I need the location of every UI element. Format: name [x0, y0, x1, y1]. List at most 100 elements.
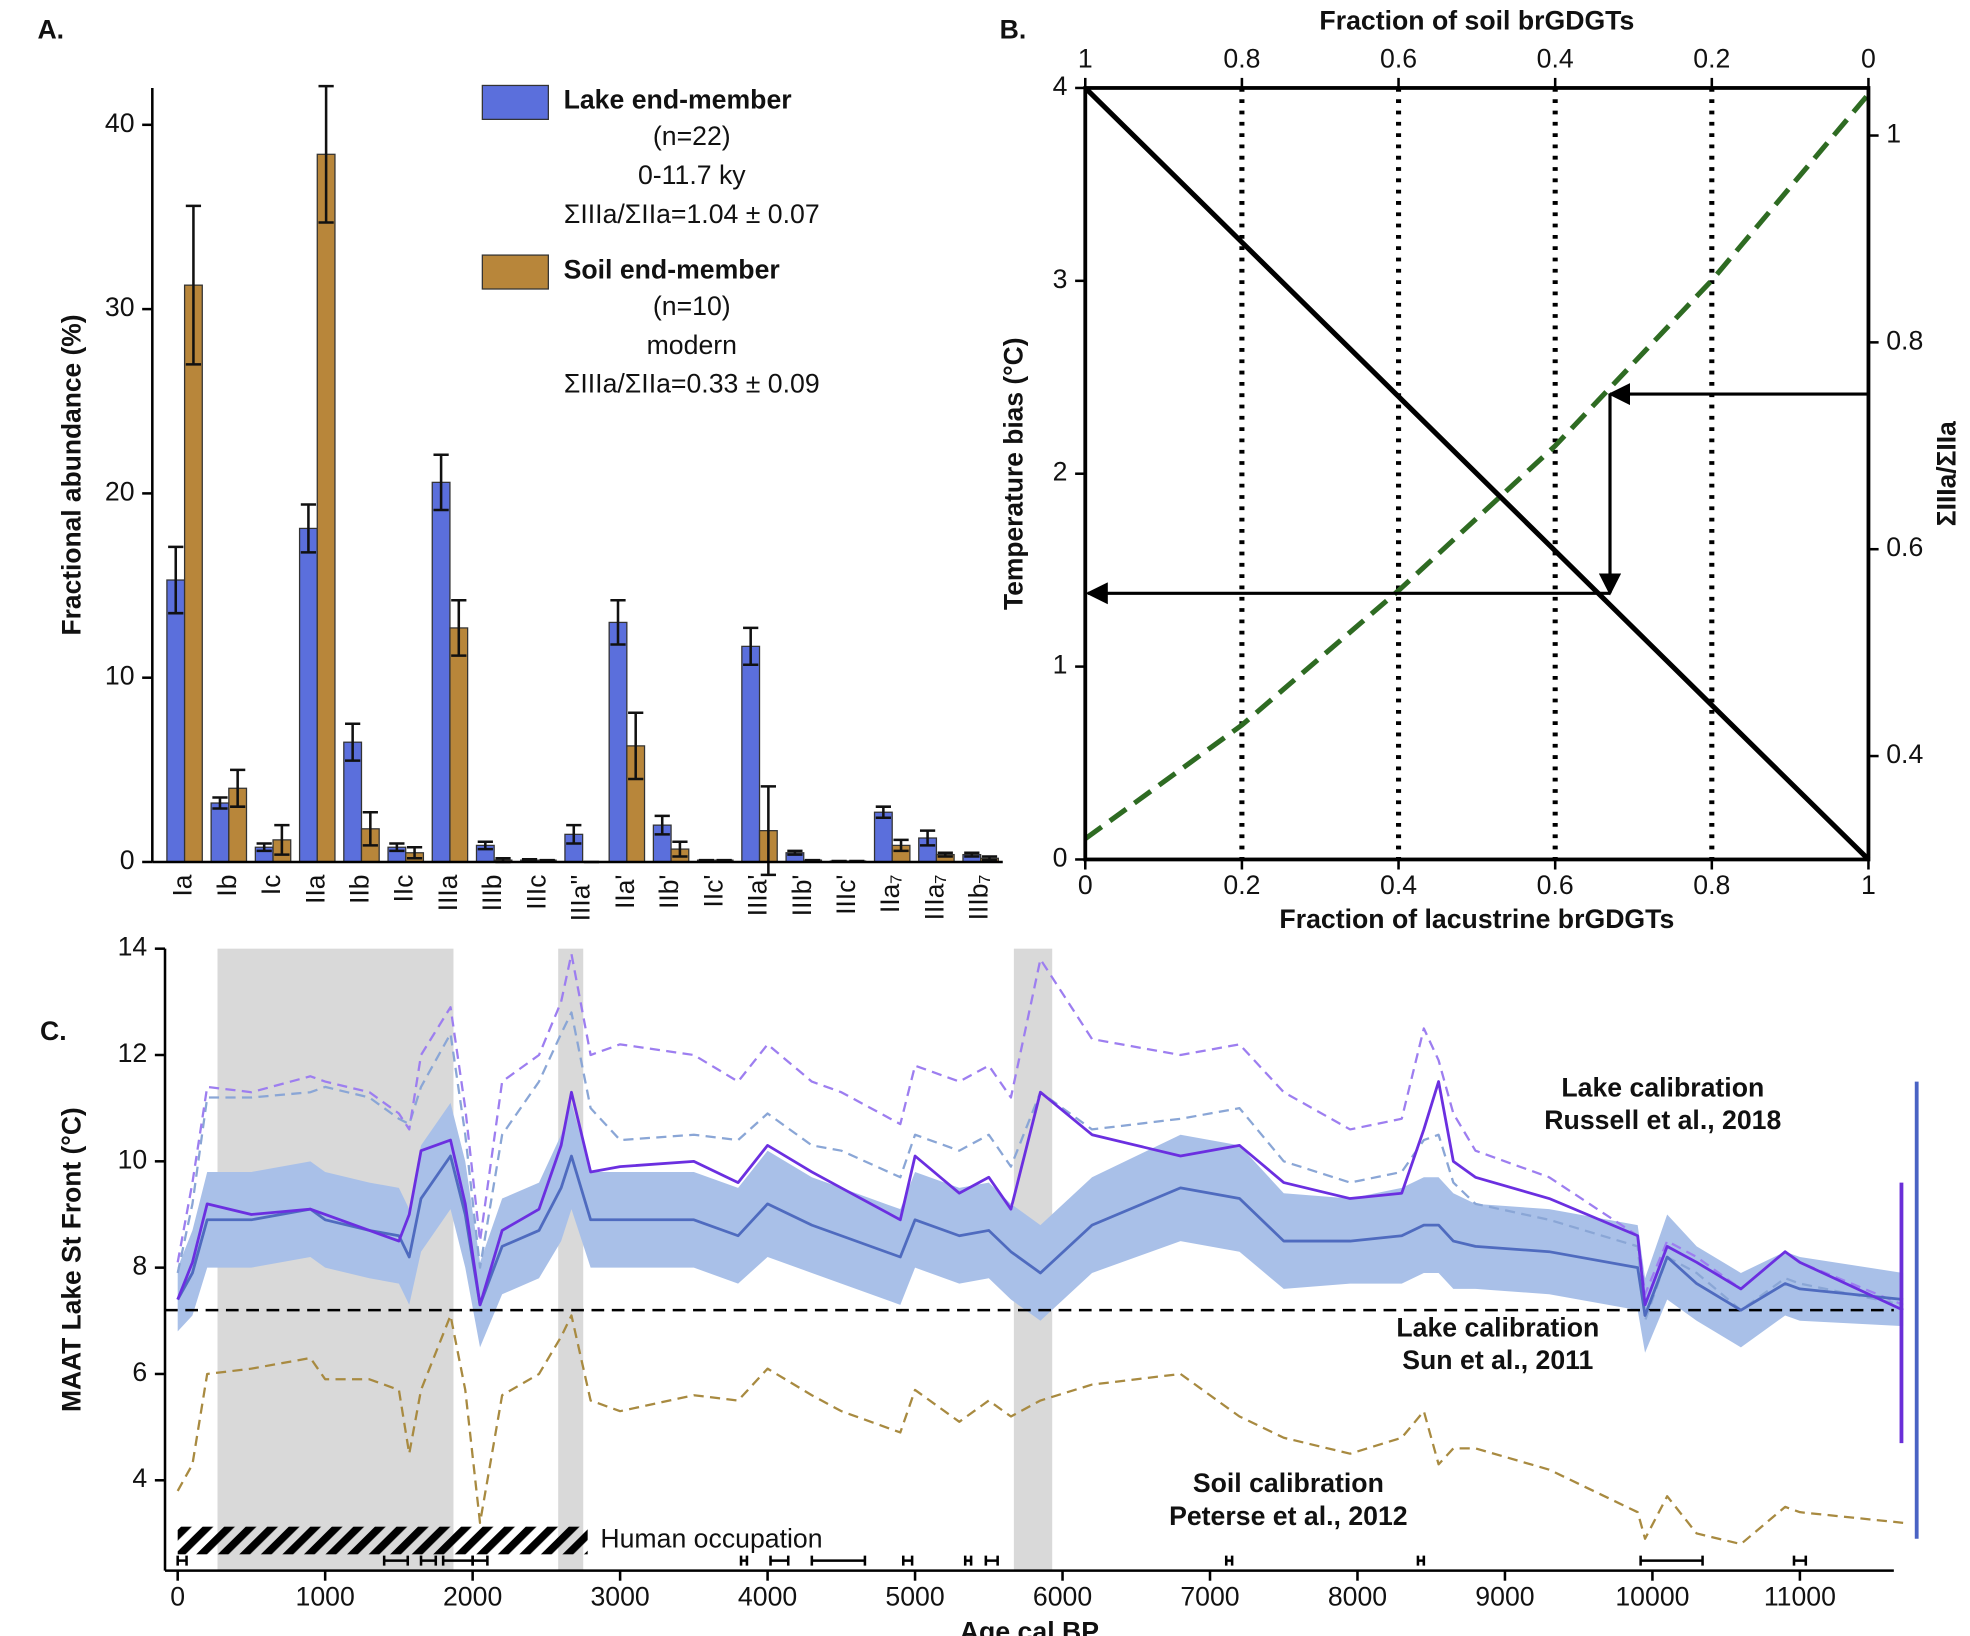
error-bar	[787, 849, 803, 856]
x-tick-label: IIa₇	[875, 875, 905, 913]
y-tick-label: 1	[1053, 650, 1068, 680]
error-bar	[654, 814, 670, 836]
x-tick-label: 7000	[1180, 1581, 1239, 1611]
x-tick-label: 6000	[1033, 1581, 1092, 1611]
x-tick-label: IIIa'	[742, 875, 772, 917]
x2-tick-label: 0.6	[1380, 43, 1417, 73]
bar	[449, 627, 469, 863]
y-tick-label: 20	[105, 476, 135, 506]
error-bar	[168, 545, 184, 615]
x-tick-label: 0.2	[1223, 870, 1260, 900]
legend-label: Soil end-member	[564, 254, 780, 284]
x-tick-label: 3000	[590, 1581, 649, 1611]
series-line	[176, 1154, 1904, 1317]
x-tick-label: 8000	[1328, 1581, 1387, 1611]
y-tick-label: 8	[132, 1251, 147, 1281]
error-bar	[300, 503, 317, 554]
x-tick-label: 0.4	[1380, 870, 1417, 900]
x-tick-label: 0	[1078, 870, 1093, 900]
age-control	[810, 1555, 867, 1566]
error-bar	[345, 722, 361, 762]
series-line	[176, 1080, 1904, 1312]
error-bar	[628, 711, 644, 781]
x2-tick-label: 1	[1078, 43, 1093, 73]
y-tick-label: 0	[1053, 843, 1068, 873]
error-bar	[875, 805, 891, 820]
error-bar	[212, 796, 228, 810]
y-axis-title: Temperature bias (°C)	[998, 337, 1028, 609]
uncertainty-band	[177, 1102, 1904, 1353]
x-tick-label: Ic	[256, 875, 286, 896]
y-tick-label: 10	[118, 1144, 148, 1174]
legend-label: Lake end-member	[564, 85, 792, 115]
series-label: Lake calibration	[1396, 1312, 1599, 1342]
error-bar	[362, 810, 378, 847]
x-tick-label: 0.6	[1537, 870, 1574, 900]
x-tick-label: 1000	[296, 1581, 355, 1611]
series-label: Soil calibration	[1193, 1468, 1384, 1498]
y-tick-label: 4	[1053, 71, 1068, 101]
series-label: Lake calibration	[1561, 1072, 1764, 1102]
x-tick-label: 4000	[738, 1581, 797, 1611]
legend-detail: 0-11.7 ky	[638, 160, 746, 190]
error-bar	[566, 823, 582, 845]
age-control	[419, 1555, 438, 1566]
error-bar	[185, 204, 202, 366]
panel-label: C.	[40, 1016, 67, 1046]
x-tick-label: IIc	[389, 875, 419, 903]
panel-label: A.	[37, 14, 64, 44]
series-label: Sun et al., 2011	[1402, 1345, 1593, 1375]
y-axis-title: Fractional abundance (%)	[57, 314, 87, 635]
x-axis-title: Age cal BP	[960, 1617, 1099, 1636]
panel: B. 0 1 2 3 4 0.4 0.6 0.8 1 0 0.2 0.4 0.6 0.8 1 1 0.8 0.6 0.…	[998, 6, 1961, 934]
x2-tick-label: 0	[1861, 43, 1876, 73]
occupation-bar	[177, 1526, 588, 1555]
y2-tick-label: 0.6	[1886, 532, 1923, 562]
y-axis-title: MAAT Lake St Front (°C)	[57, 1107, 87, 1412]
bar	[741, 645, 761, 863]
legend-detail: ΣIIIa/ΣIIa=0.33 ± 0.09	[564, 369, 820, 399]
x-tick-label: IIIb₇	[964, 875, 994, 921]
y-tick-label: 10	[105, 661, 135, 691]
error-bar	[893, 838, 909, 853]
error-bar	[937, 851, 953, 858]
x-tick-label: 0.8	[1693, 870, 1730, 900]
y-tick-label: 6	[132, 1357, 147, 1387]
error-bar	[318, 84, 334, 224]
series-label: Russell et al., 2018	[1544, 1105, 1781, 1135]
age-control	[176, 1555, 188, 1566]
shaded-interval	[558, 948, 584, 1571]
x2-axis-title: Fraction of soil brGDGTs	[1319, 6, 1634, 36]
error-bar	[433, 453, 449, 512]
y-tick-label: 2	[1053, 457, 1068, 487]
x-tick-label: IIb'	[654, 875, 684, 909]
error-bar	[477, 840, 493, 851]
x-tick-label: IIb	[344, 875, 374, 904]
series-line	[176, 952, 1904, 1306]
bar	[873, 811, 893, 863]
x-tick-label: IIIc'	[831, 875, 861, 915]
error-bar	[451, 599, 467, 657]
y-tick-label: 0	[120, 845, 135, 875]
x-axis-title: Fraction of lacustrine brGDGTs	[1279, 904, 1674, 934]
x-tick-label: 0	[170, 1581, 185, 1611]
age-control	[769, 1555, 790, 1566]
bar	[298, 527, 318, 863]
error-bar	[981, 855, 998, 862]
error-bar	[760, 785, 776, 877]
x-tick-label: IIc'	[698, 875, 728, 908]
series-line	[176, 1314, 1904, 1546]
series-line	[176, 1011, 1904, 1322]
x-tick-label: 9000	[1475, 1581, 1534, 1611]
age-control	[1224, 1555, 1234, 1566]
x-tick-label: 5000	[885, 1581, 944, 1611]
x-tick-label: IIa'	[610, 875, 640, 909]
occupation-label: Human occupation	[600, 1524, 822, 1554]
x-tick-label: 10000	[1615, 1581, 1689, 1611]
x-tick-label: IIIa₇	[919, 875, 949, 921]
y-tick-label: 4	[132, 1463, 147, 1493]
panel: A. Ia Ib Ic IIa IIb IIc IIIa IIIb IIIc IIIa'' IIa' I…	[37, 14, 1003, 921]
x-tick-label: IIIa	[433, 874, 463, 911]
